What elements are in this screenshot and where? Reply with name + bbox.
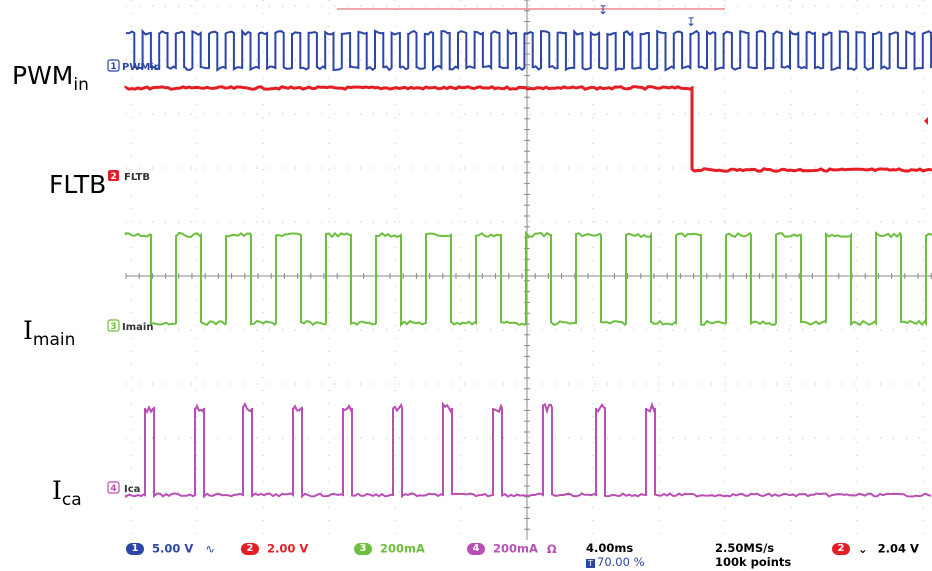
- trigger-point-marker-icon[interactable]: ↧: [686, 15, 696, 29]
- falling-edge-icon: ⌄: [858, 541, 868, 556]
- trigger-readout[interactable]: 2 ⌄ 2.04 V: [832, 543, 919, 555]
- trace-pwm-in: [125, 28, 932, 72]
- channel-2-marker[interactable]: 2: [108, 170, 119, 182]
- label-pwm-in: PWMin: [12, 61, 89, 95]
- svg-text:4: 4: [110, 484, 116, 494]
- trace-fltb: [124, 85, 932, 173]
- svg-text:3: 3: [110, 322, 116, 332]
- svg-text:2: 2: [110, 172, 116, 182]
- sample-rate-readout[interactable]: 2.50MS/s: [715, 541, 775, 555]
- channel-1-scale-readout[interactable]: 1 5.00 V ∿: [126, 543, 215, 555]
- channel-4-marker[interactable]: 4: [107, 481, 120, 494]
- ac-coupling-icon: ∿: [205, 541, 215, 556]
- trigger-position-icon: T: [586, 559, 595, 568]
- channel-3-trace-label: Imain: [122, 322, 153, 333]
- channel-2-trace-label: FLTB: [124, 172, 150, 183]
- label-fltb: FLTB: [49, 170, 107, 199]
- trigger-position-readout[interactable]: T 70.00 %: [586, 556, 645, 569]
- scope-status-bar: 1 5.00 V ∿ 2 2.00 V 3 200mA 4 200mA Ω 4.00ms…: [126, 540, 932, 571]
- channel-4-scale-readout[interactable]: 4 200mA Ω: [467, 543, 557, 555]
- channel-3-marker[interactable]: 3: [107, 319, 120, 332]
- timebase-readout[interactable]: 4.00ms: [586, 541, 634, 555]
- channel-2-scale-readout[interactable]: 2 2.00 V: [241, 543, 308, 555]
- label-imain: Imain: [23, 316, 76, 350]
- trigger-position-marker-icon[interactable]: ↧: [598, 3, 608, 17]
- impedance-icon: Ω: [546, 541, 557, 556]
- trace-ica: [125, 401, 932, 499]
- record-length-readout[interactable]: 100k points: [715, 555, 792, 569]
- svg-text:1: 1: [110, 62, 116, 72]
- channel-3-scale-readout[interactable]: 3 200mA: [354, 543, 425, 555]
- channel-1-marker[interactable]: 1: [107, 59, 120, 72]
- trace-imain: [125, 230, 932, 328]
- graticule: [125, 0, 932, 540]
- channel-1-trace-label: PWMin: [122, 62, 161, 73]
- label-ica: Ica: [52, 476, 82, 510]
- channel-4-trace-label: Ica: [124, 484, 140, 495]
- trigger-level-marker-icon[interactable]: [924, 117, 928, 125]
